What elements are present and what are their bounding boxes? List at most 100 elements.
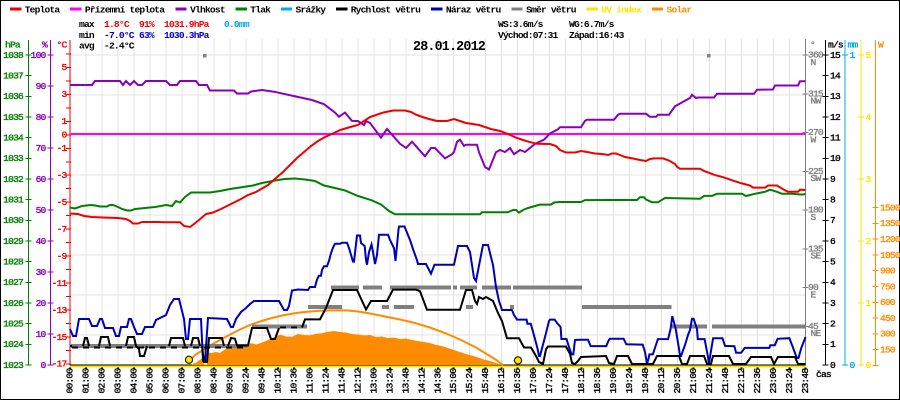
- svg-text:1024: 1024: [3, 339, 24, 350]
- svg-text:Rychlost větru: Rychlost větru: [351, 5, 421, 16]
- svg-text:1036: 1036: [3, 91, 24, 102]
- svg-text:1032: 1032: [3, 174, 24, 185]
- svg-text:01:00: 01:00: [80, 368, 91, 394]
- svg-text:60: 60: [36, 174, 47, 185]
- svg-text:-15: -15: [52, 332, 68, 343]
- svg-text:Srážky: Srážky: [296, 5, 327, 16]
- svg-text:09:24: 09:24: [240, 368, 251, 394]
- svg-text:6: 6: [830, 236, 836, 247]
- svg-text:1025: 1025: [3, 318, 24, 329]
- svg-text:1050: 1050: [880, 250, 900, 261]
- svg-text:360: 360: [808, 50, 824, 61]
- svg-text:1030: 1030: [3, 215, 24, 226]
- svg-text:09:00: 09:00: [224, 368, 235, 394]
- svg-text:W: W: [878, 40, 884, 51]
- svg-text:5: 5: [62, 62, 68, 73]
- svg-text:9: 9: [830, 174, 836, 185]
- svg-text:900: 900: [880, 266, 896, 277]
- svg-text:15:00: 15:00: [448, 368, 459, 394]
- svg-text:Přízemní teplota: Přízemní teplota: [85, 5, 165, 16]
- svg-text:hPa: hPa: [5, 40, 21, 51]
- svg-text:1035: 1035: [3, 112, 24, 123]
- svg-text:mm: mm: [848, 40, 859, 51]
- svg-text:300: 300: [880, 329, 896, 340]
- svg-text:1200: 1200: [880, 234, 900, 245]
- svg-text:14: 14: [830, 70, 841, 81]
- svg-text:91%: 91%: [139, 19, 155, 30]
- svg-text:08:00: 08:00: [192, 368, 203, 394]
- svg-text:04:00: 04:00: [128, 368, 139, 394]
- svg-text:13:00: 13:00: [368, 368, 379, 394]
- svg-text:07:00: 07:00: [176, 368, 187, 394]
- svg-text:19:24: 19:24: [624, 368, 635, 394]
- svg-text:06:00: 06:00: [160, 368, 171, 394]
- svg-text:-17: -17: [52, 359, 67, 370]
- svg-text:600: 600: [880, 297, 896, 308]
- svg-text:12:12: 12:12: [352, 368, 363, 394]
- svg-text:14:12: 14:12: [416, 368, 427, 394]
- svg-text:1030.3hPa: 1030.3hPa: [164, 30, 210, 41]
- svg-text:23:24: 23:24: [784, 368, 795, 394]
- svg-text:1037: 1037: [3, 70, 23, 81]
- svg-text:1.8°C: 1.8°C: [104, 19, 130, 30]
- svg-text:W: W: [811, 134, 817, 145]
- svg-text:-13: -13: [52, 305, 68, 316]
- svg-text:1031: 1031: [3, 194, 24, 205]
- svg-text:E: E: [811, 289, 817, 300]
- svg-text:17:48: 17:48: [560, 368, 571, 394]
- svg-text:-11: -11: [52, 278, 68, 289]
- svg-text:10:12: 10:12: [272, 368, 283, 394]
- svg-text:22:36: 22:36: [752, 368, 763, 394]
- svg-text:N: N: [811, 57, 816, 68]
- svg-text:100: 100: [31, 50, 47, 61]
- svg-text:1029: 1029: [3, 236, 24, 247]
- svg-text:NW: NW: [811, 96, 822, 107]
- svg-text:%: %: [42, 40, 48, 51]
- svg-text:15: 15: [830, 50, 841, 61]
- svg-text:225: 225: [808, 166, 824, 177]
- svg-text:90: 90: [808, 282, 819, 293]
- svg-text:Směr větru: Směr větru: [526, 5, 577, 16]
- svg-text:4: 4: [866, 112, 872, 123]
- svg-text:-5: -5: [57, 197, 68, 208]
- svg-text:13: 13: [830, 91, 841, 102]
- svg-text:15:24: 15:24: [464, 368, 475, 394]
- svg-text:SE: SE: [811, 251, 822, 262]
- svg-text:21:48: 21:48: [720, 368, 731, 394]
- svg-text:90: 90: [36, 81, 47, 92]
- svg-text:7: 7: [830, 215, 835, 226]
- svg-text:°: °: [810, 40, 815, 51]
- svg-text:1034: 1034: [3, 132, 24, 143]
- svg-text:1038: 1038: [3, 50, 24, 61]
- svg-text:0: 0: [866, 360, 872, 371]
- svg-text:-1: -1: [57, 143, 68, 154]
- svg-text:SW: SW: [811, 173, 822, 184]
- svg-text:0: 0: [62, 130, 68, 141]
- svg-text:1: 1: [866, 298, 872, 309]
- svg-text:WS:3.6m/s: WS:3.6m/s: [498, 19, 544, 30]
- svg-text:Vlhkost: Vlhkost: [190, 5, 225, 16]
- svg-text:03:00: 03:00: [112, 368, 123, 394]
- svg-text:3: 3: [62, 89, 68, 100]
- svg-text:1350: 1350: [880, 218, 900, 229]
- svg-text:19:00: 19:00: [608, 368, 619, 394]
- svg-text:18:36: 18:36: [592, 368, 603, 394]
- svg-text:-9: -9: [57, 251, 68, 262]
- svg-text:1028: 1028: [3, 256, 24, 267]
- svg-text:-2.4°C: -2.4°C: [104, 41, 135, 52]
- svg-text:21:00: 21:00: [688, 368, 699, 394]
- svg-text:NE: NE: [811, 328, 822, 339]
- svg-text:2: 2: [866, 236, 872, 247]
- svg-text:Východ:07:31: Východ:07:31: [498, 30, 559, 41]
- svg-text:11:24: 11:24: [320, 368, 331, 394]
- svg-text:63%: 63%: [139, 30, 155, 41]
- svg-text:1: 1: [62, 116, 68, 127]
- svg-text:5: 5: [866, 50, 872, 61]
- svg-text:max: max: [79, 19, 95, 30]
- svg-text:2: 2: [830, 318, 836, 329]
- svg-text:čas: čas: [816, 369, 831, 380]
- svg-text:5: 5: [830, 256, 836, 267]
- svg-text:10: 10: [830, 153, 841, 164]
- svg-text:1027: 1027: [3, 277, 23, 288]
- svg-text:30: 30: [36, 267, 47, 278]
